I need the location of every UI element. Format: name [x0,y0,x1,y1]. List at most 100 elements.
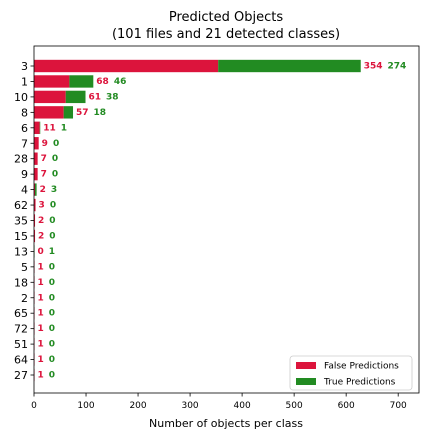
y-tick-label-51: 51 [14,338,28,351]
bar-false-15 [34,229,36,243]
legend: False Predictions True Predictions [289,355,413,391]
legend-frame [289,355,413,391]
y-tick-label-64: 64 [14,354,28,367]
data-label-true-4: 3 [51,185,57,195]
data-label-false-18: 1 [38,278,44,288]
data-label-false-15: 2 [38,231,44,241]
data-label-false-27: 1 [38,371,44,381]
data-label-true-18: 0 [49,278,55,288]
y-tick-label-27: 27 [14,369,28,382]
bar-true-3 [218,59,361,73]
y-tick-label-35: 35 [14,215,28,228]
bar-true-10 [65,90,86,104]
data-label-true-27: 0 [49,371,55,381]
x-axis-label: Number of objects per class [149,417,303,430]
data-label-false-3: 354 [364,62,383,72]
data-label-false-5: 1 [38,262,44,272]
y-tick-label-10: 10 [14,91,28,104]
legend-label-false: False Predictions [324,362,399,372]
y-tick-label-15: 15 [14,230,28,243]
data-label-true-3: 274 [388,62,407,72]
x-tick-label-300: 300 [181,401,198,411]
y-tick-label-18: 18 [14,276,28,289]
data-label-true-64: 0 [49,355,55,365]
bar-false-35 [34,214,36,227]
data-label-true-5: 0 [49,262,55,272]
y-tick-label-65: 65 [14,307,28,320]
data-label-false-13: 0 [38,247,44,257]
data-label-false-72: 1 [38,324,44,334]
data-label-true-6: 1 [61,123,67,133]
bar-false-7 [34,137,39,150]
data-label-true-9: 0 [52,170,58,180]
data-label-true-72: 0 [49,324,55,334]
bar-false-10 [34,90,66,104]
data-label-false-2: 1 [38,293,44,303]
y-tick-label-2: 2 [21,292,28,305]
data-label-false-4: 2 [40,185,46,195]
bar-false-9 [34,167,38,181]
bar-true-4 [35,183,37,196]
data-label-false-9: 7 [41,170,47,180]
data-label-false-6: 11 [43,123,56,133]
data-label-true-28: 0 [52,154,58,164]
data-label-false-35: 2 [38,216,44,226]
data-label-true-15: 0 [49,231,55,241]
y-tick-label-9: 9 [21,168,28,181]
bar-false-4 [34,183,36,196]
data-label-true-13: 1 [49,247,55,257]
y-tick-label-4: 4 [21,184,28,197]
x-tick-label-400: 400 [234,401,251,411]
bars-group [34,59,361,382]
bar-false-1 [34,75,70,88]
legend-swatch-true [296,378,316,385]
data-label-false-7: 9 [42,139,48,149]
y-tick-label-7: 7 [21,137,28,150]
bar-false-28 [34,152,38,165]
x-tick-label-500: 500 [286,401,303,411]
data-label-true-35: 0 [49,216,55,226]
legend-label-true: True Predictions [323,378,396,388]
data-label-false-65: 1 [38,309,44,319]
y-axis-ticks: 3 1 10 8 6 7 28 9 4 62 35 15 13 5 18 2 65 72 51 64 27 [14,60,34,382]
plot-frame [33,45,420,394]
bar-false-62 [34,198,36,212]
data-label-false-10: 61 [89,92,102,102]
y-tick-label-72: 72 [14,323,28,336]
x-tick-label-0: 0 [31,401,37,411]
data-label-false-62: 3 [39,201,45,211]
data-label-true-1: 46 [114,77,127,87]
x-tick-label-600: 600 [338,401,355,411]
y-tick-label-3: 3 [21,60,28,73]
data-label-true-8: 18 [94,108,107,118]
data-label-true-10: 38 [106,92,119,102]
data-label-true-65: 0 [49,309,55,319]
y-tick-label-6: 6 [21,122,28,135]
bar-true-8 [63,106,74,119]
y-tick-label-1: 1 [21,75,28,88]
x-axis-ticks: 0 100 200 300 400 500 600 700 [31,393,407,411]
data-label-false-1: 68 [96,77,109,87]
data-label-true-51: 0 [49,340,55,350]
x-tick-label-700: 700 [390,401,407,411]
chart-subtitle: (101 files and 21 detected classes) [112,27,340,42]
y-tick-label-62: 62 [14,199,28,212]
data-label-false-8: 57 [76,108,89,118]
data-label-false-64: 1 [38,355,44,365]
bar-false-3 [34,59,219,73]
x-tick-label-100: 100 [77,401,94,411]
data-label-true-2: 0 [49,293,55,303]
bar-false-6 [34,121,40,134]
bar-false-8 [34,106,64,119]
chart-title: Predicted Objects [169,10,283,25]
data-label-false-28: 7 [41,154,47,164]
y-tick-label-28: 28 [14,153,28,166]
x-tick-label-200: 200 [129,401,146,411]
data-label-false-51: 1 [38,340,44,350]
y-tick-label-13: 13 [14,245,28,258]
y-tick-label-5: 5 [21,261,28,274]
bar-true-6 [39,121,41,134]
data-label-true-7: 0 [53,139,59,149]
